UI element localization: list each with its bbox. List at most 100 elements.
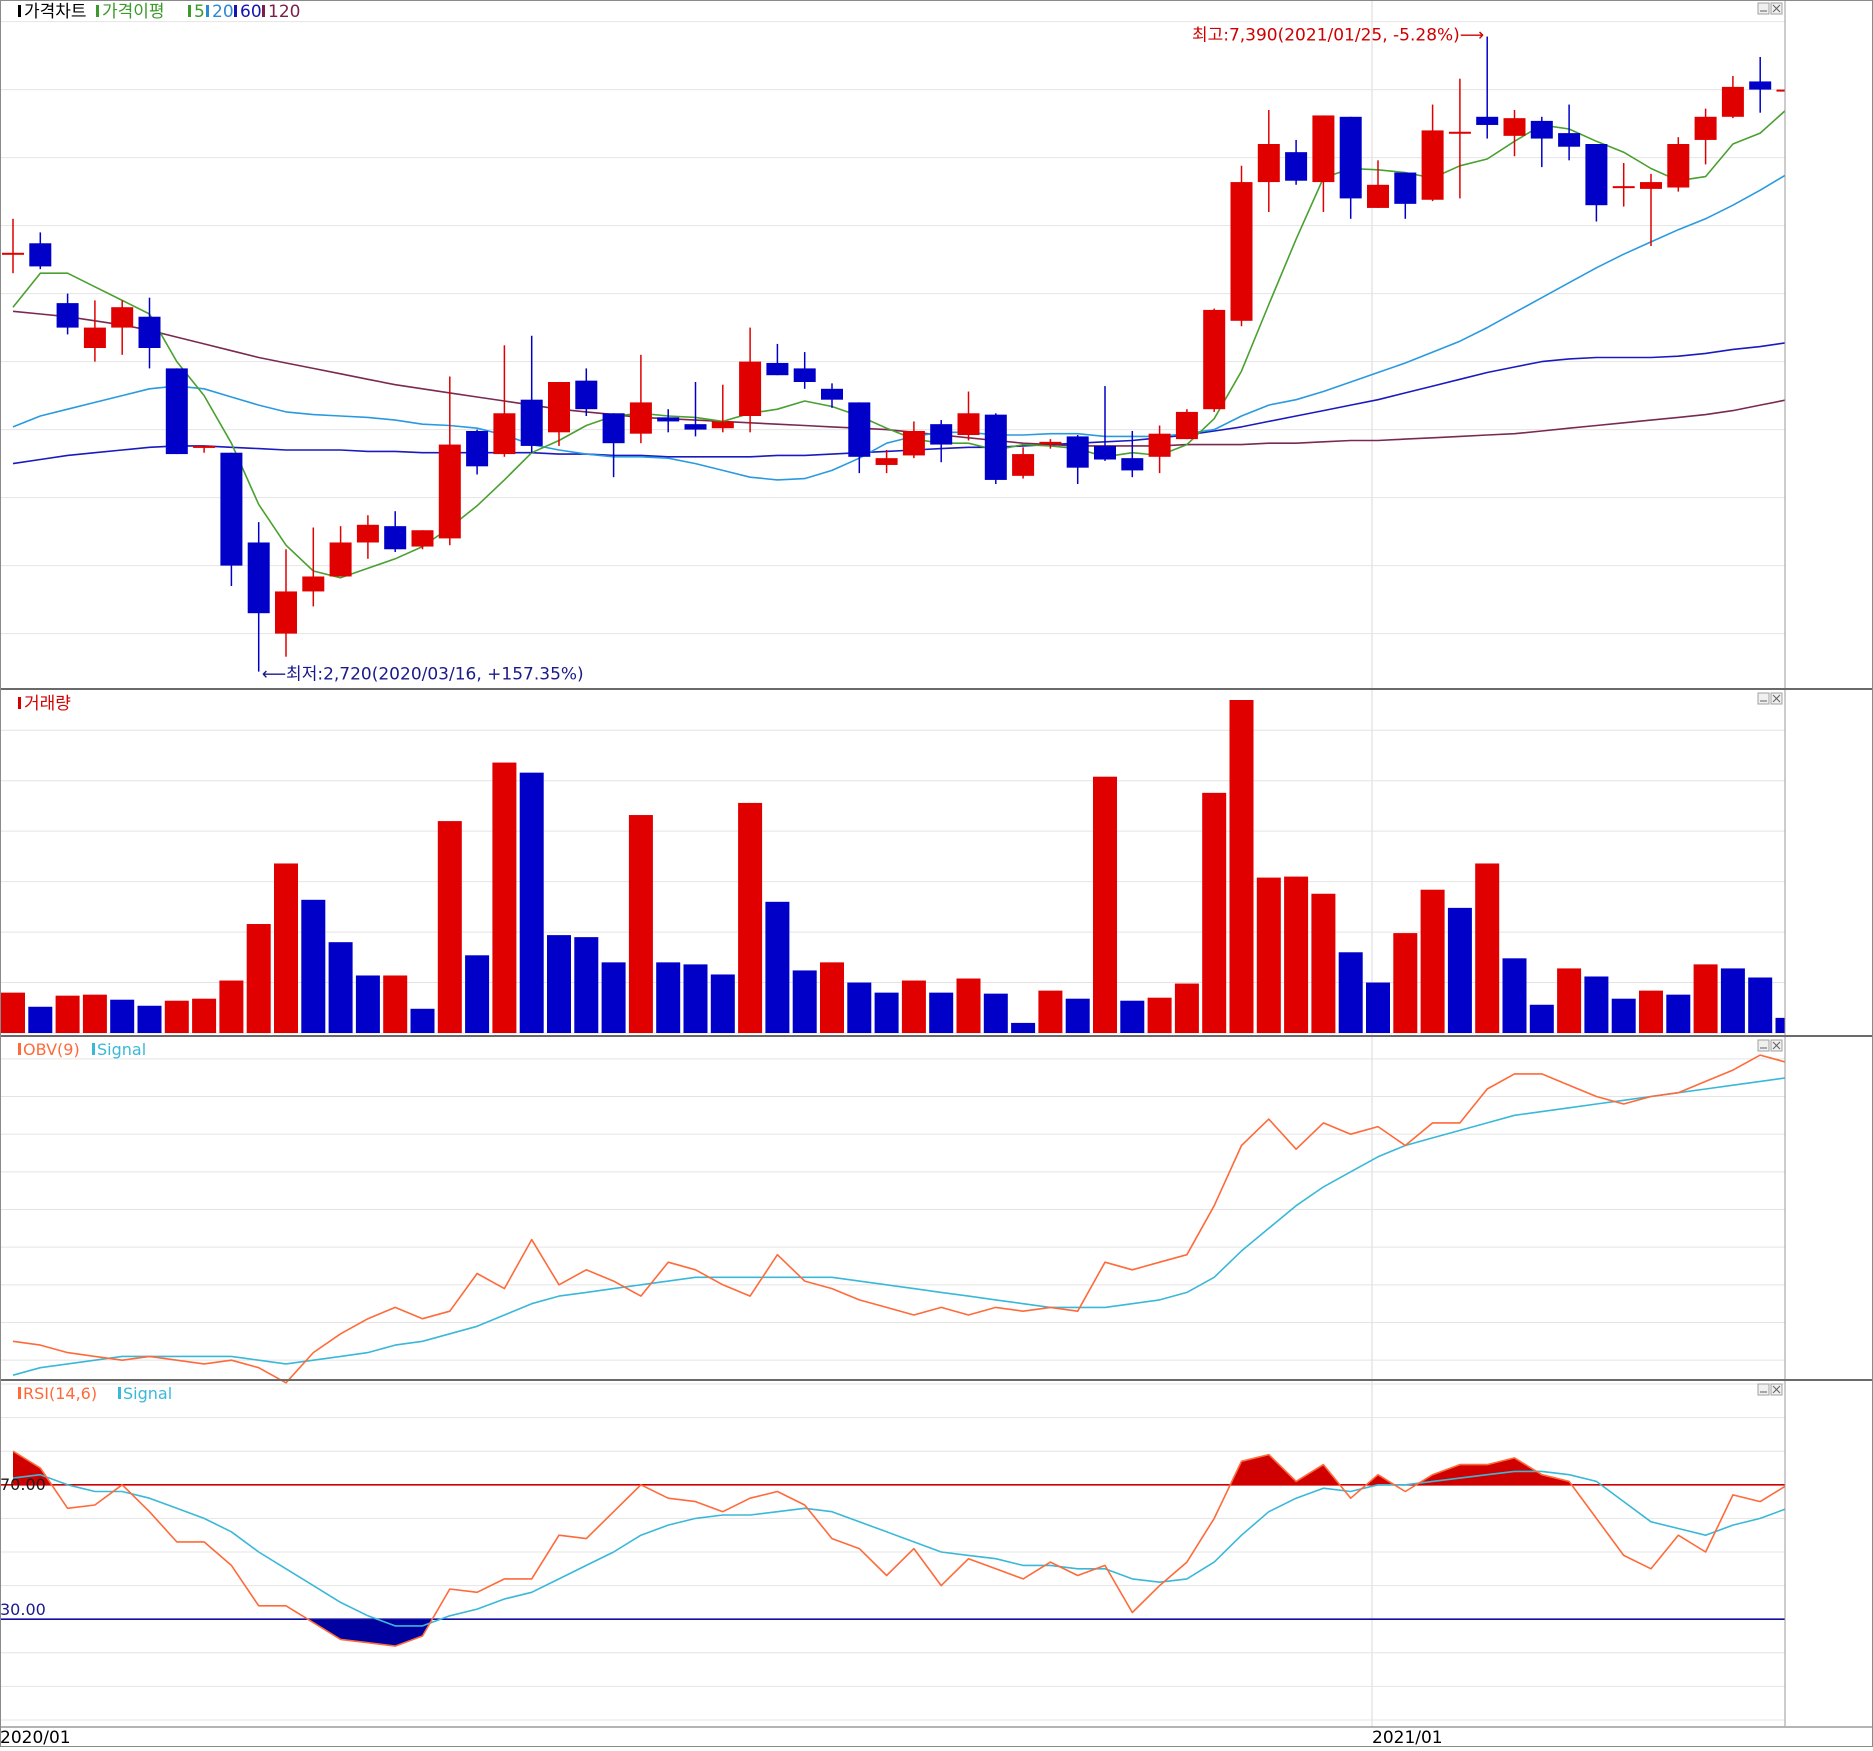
candle-body xyxy=(684,424,707,430)
candle-body xyxy=(657,417,680,422)
price-axis-strip xyxy=(1785,1381,1873,1726)
candle xyxy=(1749,56,1772,113)
close-icon xyxy=(1772,4,1781,13)
candle xyxy=(793,352,816,389)
legend-label: 120 xyxy=(268,2,300,22)
volume-bar xyxy=(1174,983,1199,1033)
pane-minimize-button[interactable] xyxy=(1757,2,1770,15)
candle xyxy=(766,343,789,376)
legend-marker xyxy=(18,1043,21,1055)
legend-marker xyxy=(18,1387,21,1399)
volume-bar xyxy=(301,899,326,1033)
pane-minimize-button[interactable] xyxy=(1757,692,1770,705)
candle-body xyxy=(1585,144,1608,206)
candle xyxy=(575,368,598,416)
candle xyxy=(711,384,734,433)
volume-bar xyxy=(1557,968,1582,1033)
candle xyxy=(1558,104,1581,161)
volume-bar xyxy=(1475,863,1500,1033)
volume-bar xyxy=(1311,893,1336,1033)
pane-minimize-button[interactable] xyxy=(1757,1039,1770,1052)
candle-body xyxy=(793,368,816,382)
volume-bar xyxy=(328,942,353,1033)
volume-bar xyxy=(1393,933,1418,1033)
volume-bar xyxy=(1065,998,1090,1033)
candle-body xyxy=(493,413,516,455)
volume-bar xyxy=(1202,792,1227,1033)
candle-body xyxy=(1640,182,1662,189)
candle-body xyxy=(1667,144,1690,188)
ma5-line xyxy=(12,108,1789,579)
volume-bar xyxy=(1038,990,1063,1033)
volume-bar xyxy=(683,964,708,1033)
candle xyxy=(411,530,434,550)
candle-body xyxy=(1367,184,1389,208)
pane-minimize-button[interactable] xyxy=(1757,1383,1770,1396)
candle-body xyxy=(56,303,79,328)
candle xyxy=(520,335,543,453)
ma120-line xyxy=(12,310,1788,447)
candle xyxy=(1503,110,1526,157)
candle xyxy=(1175,409,1198,440)
volume-bar xyxy=(901,980,926,1033)
candle-body xyxy=(821,388,843,400)
volume-bar xyxy=(874,992,899,1033)
candle-body xyxy=(438,444,461,539)
candle-body xyxy=(1476,116,1499,125)
candle xyxy=(902,421,925,459)
candle xyxy=(1203,308,1226,412)
close-icon xyxy=(1772,694,1781,703)
candle-body xyxy=(930,424,953,445)
candle xyxy=(247,522,270,672)
candle xyxy=(165,368,188,455)
candle xyxy=(29,232,52,270)
obv-signal-line xyxy=(12,1073,1815,1376)
candle-body xyxy=(83,327,106,348)
candle-body xyxy=(629,402,652,434)
candle xyxy=(1476,36,1499,139)
legend-label: RSI(14,6) xyxy=(23,1384,97,1403)
volume-bar xyxy=(1639,990,1663,1033)
candle-body xyxy=(384,526,407,550)
candle xyxy=(848,402,871,474)
volume-bar xyxy=(1748,977,1773,1033)
candle xyxy=(302,527,325,607)
volume-bar xyxy=(956,978,981,1033)
candle-body xyxy=(602,413,625,444)
candle xyxy=(984,413,1007,484)
legend-marker xyxy=(96,5,99,17)
legend-marker xyxy=(18,697,21,709)
ma60-line xyxy=(12,341,1788,465)
candle-body xyxy=(902,430,925,456)
candle-body xyxy=(111,307,134,328)
volume-bar xyxy=(1147,997,1172,1033)
candle-body xyxy=(1721,86,1744,117)
candle xyxy=(548,382,570,446)
candle xyxy=(493,345,516,457)
candle xyxy=(384,511,407,552)
candle xyxy=(1148,425,1171,474)
candle xyxy=(1312,115,1335,212)
candle-body xyxy=(1421,130,1444,200)
candle-body xyxy=(411,530,434,547)
rsi-level-label: 70.00 xyxy=(0,1475,46,1494)
candle-body xyxy=(957,413,980,436)
rsi-overbought-fill xyxy=(13,1451,1572,1485)
volume-bar xyxy=(164,1000,189,1033)
candle xyxy=(1012,447,1035,479)
candle-body xyxy=(766,362,789,376)
close-icon xyxy=(1772,1041,1781,1050)
candle-body xyxy=(1039,441,1062,445)
candle xyxy=(1039,439,1062,449)
candle-body xyxy=(329,542,352,577)
volume-bar xyxy=(1093,776,1117,1033)
volume-bar xyxy=(710,974,735,1033)
candle xyxy=(739,327,762,433)
legend-label: Signal xyxy=(97,1040,146,1059)
volume-bar xyxy=(492,762,517,1033)
candle-body xyxy=(1094,445,1116,460)
legend-marker xyxy=(188,5,191,17)
legend-marker xyxy=(234,5,237,17)
candle xyxy=(1721,76,1744,119)
